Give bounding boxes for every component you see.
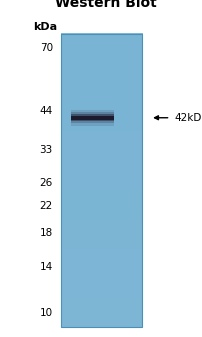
Bar — [61, 268, 141, 278]
Bar — [71, 114, 113, 121]
Bar — [61, 229, 141, 239]
Bar — [61, 131, 141, 141]
Text: 18: 18 — [39, 228, 53, 238]
Text: Western Blot: Western Blot — [54, 0, 156, 10]
Bar — [61, 180, 141, 190]
Text: 22: 22 — [39, 201, 53, 211]
Text: 44: 44 — [39, 106, 53, 116]
Text: 26: 26 — [39, 178, 53, 188]
Text: 70: 70 — [39, 43, 53, 53]
Text: kDa: kDa — [33, 22, 57, 32]
Bar — [61, 258, 141, 268]
Bar — [61, 141, 141, 151]
Bar — [61, 122, 141, 131]
Bar — [61, 34, 141, 327]
Text: 42kDa: 42kDa — [174, 113, 202, 123]
Bar — [61, 317, 141, 327]
Bar — [61, 161, 141, 171]
Bar — [61, 307, 141, 317]
Bar — [61, 190, 141, 200]
Bar — [61, 171, 141, 180]
Bar — [61, 102, 141, 112]
Bar — [61, 278, 141, 288]
Bar — [61, 210, 141, 219]
Bar — [61, 151, 141, 161]
Bar — [61, 34, 141, 43]
Bar — [61, 249, 141, 258]
Bar — [61, 200, 141, 210]
Text: 10: 10 — [39, 308, 53, 317]
Bar — [61, 239, 141, 249]
Text: 33: 33 — [39, 146, 53, 155]
Bar — [61, 112, 141, 122]
Bar — [61, 43, 141, 53]
Bar — [61, 288, 141, 298]
Bar — [61, 219, 141, 229]
Bar — [61, 53, 141, 63]
Bar — [61, 83, 141, 92]
Bar — [61, 92, 141, 102]
Text: 14: 14 — [39, 262, 53, 272]
Bar — [71, 110, 113, 126]
Bar — [61, 298, 141, 307]
Bar — [61, 63, 141, 73]
Bar — [71, 116, 113, 120]
Bar — [71, 112, 113, 123]
Bar — [61, 73, 141, 83]
